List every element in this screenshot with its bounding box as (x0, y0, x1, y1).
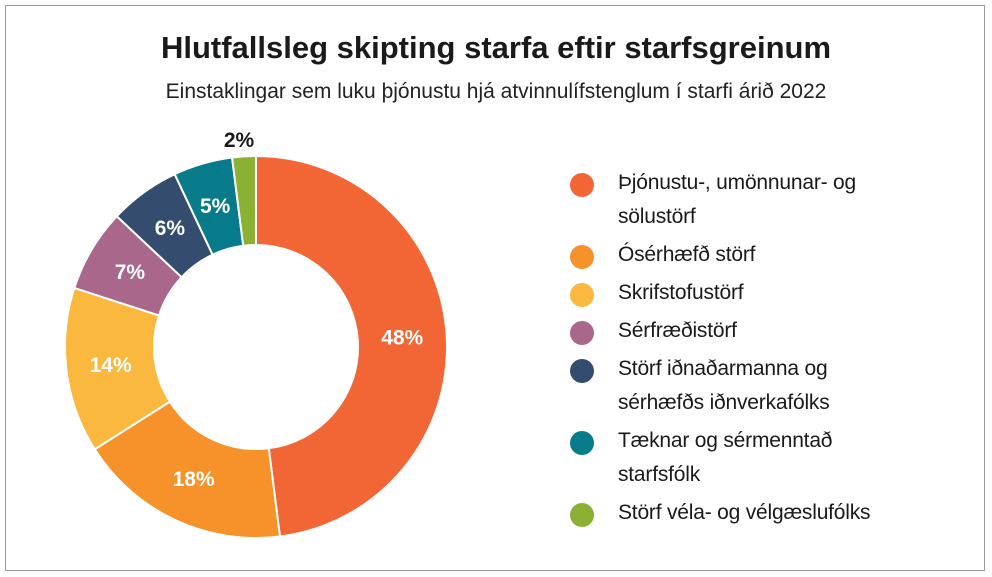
legend-swatch (570, 245, 594, 269)
legend-label-line: sérhæfðs iðnverkafólks (618, 391, 830, 414)
slice-thjonustu-umonnunar-og-solustorf (255, 154, 448, 538)
data-label-oserhaefd-storf: 18% (173, 468, 215, 491)
legend-label-line: Sérfræðistörf (618, 319, 737, 342)
legend-label: Skrifstofustörf (618, 276, 744, 310)
legend-label-line: Störf iðnaðarmanna og (618, 357, 828, 380)
legend-label-line: Ósérhæfð störf (618, 243, 756, 266)
legend-swatch (570, 359, 594, 383)
data-label-storf-vela-og-velgaeslufolks: 2% (224, 129, 255, 152)
legend-label-line: Tæknar og sérmenntað (618, 429, 833, 452)
legend-swatch (570, 503, 594, 527)
chart-subtitle: Einstaklingar sem luku þjónustu hjá atvi… (165, 80, 827, 103)
legend-item-serfraedistorf: Sérfræðistörf (570, 314, 930, 348)
data-label-skrifstofustorf: 14% (90, 354, 132, 377)
legend-swatch (570, 283, 594, 307)
data-label-taeknar-og-sermenntad-starfsfolk: 5% (200, 195, 231, 218)
slice-storf-vela-og-velgaeslufolks (230, 154, 257, 247)
data-label-storf-idnadarmanna-og-serhaefds-idnverkafolks: 6% (155, 217, 186, 240)
legend-item-storf-idnadarmanna-og-serhaefds-idnverkafolks: Störf iðnaðarmanna og sérhæfðs iðnverkafó… (570, 352, 930, 420)
chart-legend: Þjónustu-, umönnunar- og sölustörf Ósérhæf… (570, 166, 930, 534)
legend-label-line: starfsfólk (618, 463, 701, 486)
legend-label-line: sölustörf (618, 205, 696, 228)
legend-swatch (570, 431, 594, 455)
legend-label: Tæknar og sérmenntað starfsfólk (618, 424, 832, 492)
legend-label: Sérfræðistörf (618, 314, 737, 348)
chart-title: Hlutfallsleg skipting starfa eftir starf… (160, 30, 832, 65)
legend-item-skrifstofustorf: Skrifstofustörf (570, 276, 930, 310)
legend-swatch (570, 321, 594, 345)
legend-label-line: Störf véla- og vélgæslufólks (618, 501, 871, 524)
legend-label-line: Skrifstofustörf (618, 281, 744, 304)
legend-label: Ósérhæfð störf (618, 238, 755, 272)
legend-item-taeknar-og-sermenntad-starfsfolk: Tæknar og sérmenntað starfsfólk (570, 424, 930, 492)
legend-item-thjonustu-umonnunar-og-solustorf: Þjónustu-, umönnunar- og sölustörf (570, 166, 930, 234)
legend-label: Störf iðnaðarmanna og sérhæfðs iðnverkafó… (618, 352, 830, 420)
data-label-serfraedistorf: 7% (115, 261, 146, 284)
slice-oserhaefd-storf (93, 400, 282, 539)
legend-label-line: Þjónustu-, umönnunar- og (618, 171, 857, 194)
legend-label: Þjónustu-, umönnunar- og sölustörf (618, 166, 856, 234)
legend-swatch (570, 173, 594, 197)
legend-item-storf-vela-og-velgaeslufolks: Störf véla- og vélgæslufólks (570, 496, 930, 530)
legend-label: Störf véla- og vélgæslufólks (618, 496, 871, 530)
legend-item-oserhaefd-storf: Ósérhæfð störf (570, 238, 930, 272)
data-label-thjonustu-umonnunar-og-solustorf: 48% (381, 326, 423, 349)
